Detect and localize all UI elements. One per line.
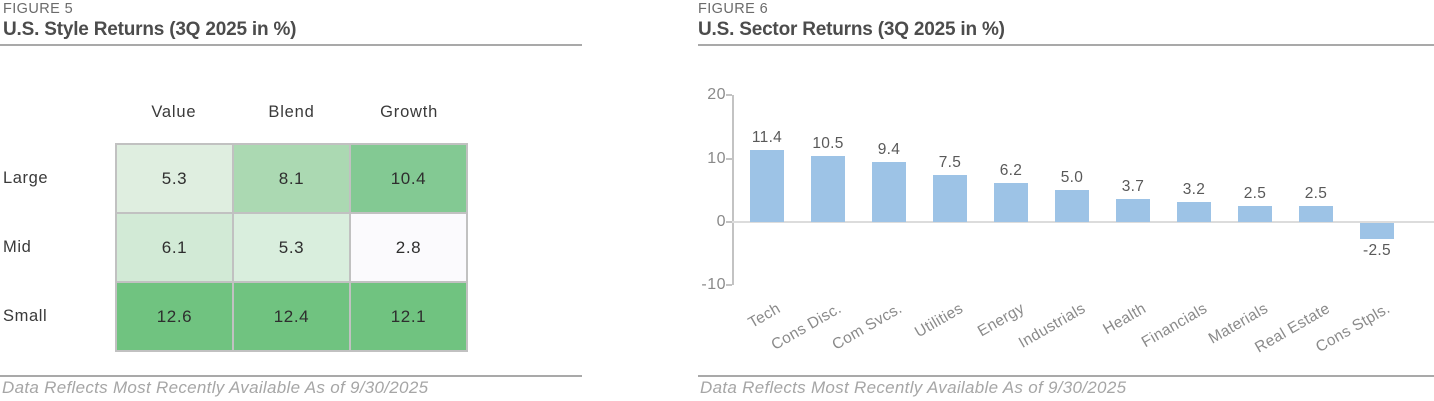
bar (1116, 198, 1150, 222)
style-cell: 12.1 (351, 283, 466, 350)
x-axis-label: Utilities (912, 300, 967, 342)
bar (994, 182, 1028, 222)
style-cell: 5.3 (117, 145, 232, 212)
bar (872, 162, 906, 222)
figure6-footer: Data Reflects Most Recently Available As… (700, 378, 1127, 397)
y-tick-label: 20 (707, 86, 726, 104)
bar-value-label: 7.5 (938, 153, 962, 171)
figure6-title: U.S. Sector Returns (3Q 2025 in %) (698, 19, 1005, 40)
x-axis-label: Financials (1138, 300, 1211, 352)
zero-gridline (732, 221, 1434, 223)
style-cell: 6.1 (117, 214, 232, 281)
bar (1360, 223, 1394, 239)
bar (1177, 201, 1211, 222)
y-tick-mark (726, 221, 732, 223)
style-cell: 12.4 (234, 283, 349, 350)
bar (1299, 206, 1333, 222)
bar-value-label: 5.0 (1060, 169, 1084, 187)
figure6-footer-rule (698, 375, 1434, 377)
bar-value-label: 6.2 (999, 161, 1023, 179)
column-header-growth: Growth (380, 103, 439, 121)
style-cell: 2.8 (351, 214, 466, 281)
y-axis-line (732, 95, 734, 286)
bar-value-label: 2.5 (1304, 185, 1328, 203)
figure6-title-rule (698, 44, 1434, 46)
figure5-title: U.S. Style Returns (3Q 2025 in %) (3, 19, 297, 40)
y-tick-label: -10 (701, 276, 726, 294)
figure5-title-rule (0, 44, 582, 46)
figure6-label: FIGURE 6 (698, 1, 769, 17)
bar-value-label: 11.4 (751, 128, 783, 146)
figure5-label: FIGURE 5 (3, 1, 74, 17)
row-header-small: Small (3, 307, 48, 325)
style-cell: 8.1 (234, 145, 349, 212)
row-header-mid: Mid (3, 238, 32, 256)
y-tick-label: 10 (707, 149, 726, 167)
column-header-blend: Blend (268, 103, 315, 121)
bar (1238, 206, 1272, 222)
style-cell: 5.3 (234, 214, 349, 281)
y-tick-mark (726, 284, 732, 287)
figure5-footer-rule (0, 375, 582, 377)
bar (811, 155, 845, 222)
bar (933, 174, 967, 222)
style-table: 5.3 8.1 10.4 6.1 5.3 2.8 12.6 12.4 12.1 (115, 143, 468, 352)
column-header-value: Value (151, 103, 197, 121)
y-tick-mark (726, 94, 732, 97)
bar-value-label: 10.5 (812, 134, 844, 152)
bar-value-label: 9.4 (877, 141, 901, 159)
bar-value-label: 2.5 (1243, 185, 1267, 203)
y-tick-label: 0 (716, 213, 726, 230)
figure5-footer: Data Reflects Most Recently Available As… (2, 378, 429, 397)
x-axis-label: Industrials (1015, 300, 1089, 352)
row-header-large: Large (3, 169, 49, 187)
style-cell: 10.4 (351, 145, 466, 212)
sector-bar-chart: 20 10 0 -10 11.4 Tech 10.5 Cons Disc. 9.4 Com Svc… (698, 85, 1434, 370)
bar-value-label: 3.2 (1182, 180, 1206, 198)
style-cell: 12.6 (117, 283, 232, 350)
bar-value-label: -2.5 (1363, 241, 1391, 259)
bar (750, 149, 784, 222)
style-table-column-headers: Value Blend Growth (115, 103, 468, 122)
x-axis-label: Tech (745, 300, 784, 332)
bar-value-label: 3.7 (1121, 177, 1145, 195)
bar (1055, 190, 1089, 222)
y-tick-mark (726, 157, 732, 160)
